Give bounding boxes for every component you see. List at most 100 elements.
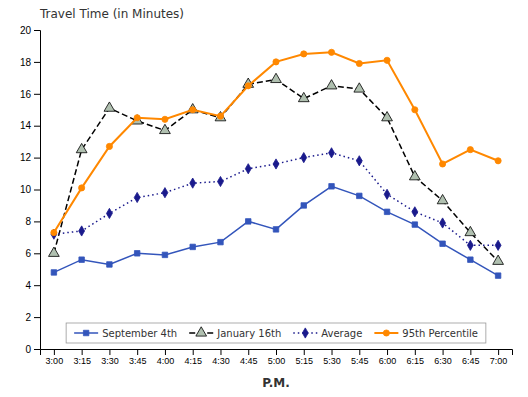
x-tick: 6:15 (407, 349, 425, 366)
point (384, 209, 389, 214)
point (162, 116, 168, 122)
y-tick-label: 10 (20, 184, 32, 195)
point (134, 251, 139, 256)
x-tick: 5:30 (323, 349, 341, 366)
x-tick-mark (137, 349, 138, 355)
x-tick-label: 7:00 (490, 356, 508, 366)
point (218, 239, 223, 244)
legend-item: January 16th (189, 327, 281, 339)
y-tick-mark (34, 190, 40, 191)
point (134, 192, 140, 202)
y-tick-label: 0 (25, 344, 31, 355)
series-line (54, 79, 498, 261)
legend-label: 95th Percentile (402, 328, 478, 339)
point (356, 60, 362, 66)
point (301, 51, 307, 57)
x-tick: 4:30 (212, 349, 230, 366)
x-tick-mark (415, 349, 416, 355)
point (298, 92, 309, 101)
point (468, 257, 473, 262)
x-axis-title: P.M. (262, 376, 290, 390)
point (271, 73, 282, 82)
point (190, 107, 196, 113)
y-tick-label: 6 (25, 248, 31, 259)
point (412, 107, 418, 113)
plot: 024681012141618203:003:153:303:454:004:1… (20, 25, 513, 390)
chart: 024681012141618203:003:153:303:454:004:1… (0, 0, 528, 397)
point (245, 83, 251, 89)
y-tick-mark (34, 253, 40, 254)
x-tick-label: 3:45 (129, 356, 147, 366)
y-tick-mark (34, 30, 40, 31)
series (51, 49, 501, 235)
point (412, 222, 417, 227)
point (217, 113, 223, 119)
point (106, 143, 112, 149)
x-tick: 5:45 (351, 349, 369, 366)
point (467, 147, 473, 153)
legend-item: September 4th (74, 328, 177, 339)
series-line (54, 153, 498, 246)
x-tick-mark (359, 349, 360, 355)
point (495, 273, 500, 278)
x-tick: 6:00 (379, 349, 397, 366)
point (328, 49, 334, 55)
x-tick-label: 6:15 (407, 356, 425, 366)
point (467, 240, 473, 250)
y-tick-label: 18 (20, 57, 32, 68)
point (107, 262, 112, 267)
x-tick-label: 6:45 (462, 356, 480, 366)
series (51, 184, 501, 279)
legend-frame (66, 323, 486, 343)
point (51, 229, 57, 239)
x-tick-mark (220, 349, 221, 355)
point (354, 83, 365, 92)
x-tick-label: 5:30 (323, 356, 341, 366)
x-tick-mark (109, 349, 110, 355)
x-tick-mark (332, 349, 333, 355)
x-tick-mark (54, 349, 55, 355)
point (495, 158, 501, 164)
point (357, 193, 362, 198)
legend-label: Average (321, 328, 362, 339)
y-tick: 20 (20, 25, 40, 36)
x-tick: 4:00 (157, 349, 175, 366)
series-line (54, 52, 498, 232)
point (162, 252, 167, 257)
y-tick-mark (34, 94, 40, 95)
legend-item: 95th Percentile (374, 328, 478, 339)
point (440, 241, 445, 246)
point (51, 229, 57, 235)
x-tick-label: 4:30 (212, 356, 230, 366)
point (134, 115, 140, 121)
y-tick-label: 16 (20, 89, 32, 100)
point (301, 203, 306, 208)
point (160, 124, 171, 133)
point (326, 80, 337, 89)
x-tick-label: 3:00 (46, 356, 64, 366)
legend-swatch-marker (302, 328, 308, 338)
y-tick-label: 14 (20, 120, 32, 131)
x-tick: 7:00 (490, 349, 508, 366)
point (245, 164, 251, 174)
x-tick: 5:00 (268, 349, 286, 366)
y-tick-mark (34, 62, 40, 63)
point (384, 189, 390, 199)
point (190, 178, 196, 188)
point (382, 112, 393, 121)
y-tick-mark (34, 285, 40, 286)
y-axis: 02468101214161820 (20, 25, 41, 355)
point (384, 57, 390, 63)
point (301, 153, 307, 163)
y-tick: 0 (25, 344, 40, 355)
point (273, 159, 279, 169)
point (51, 270, 56, 275)
legend: September 4th January 16th Average 95th Per… (66, 323, 486, 343)
point (495, 240, 501, 250)
point (493, 255, 504, 264)
x-tick-label: 4:15 (184, 356, 202, 366)
x-tick-mark (304, 349, 305, 355)
x-tick: 6:45 (462, 349, 480, 366)
legend-label: September 4th (102, 328, 177, 339)
x-axis: 3:003:153:303:454:004:154:304:455:005:15… (41, 349, 513, 366)
